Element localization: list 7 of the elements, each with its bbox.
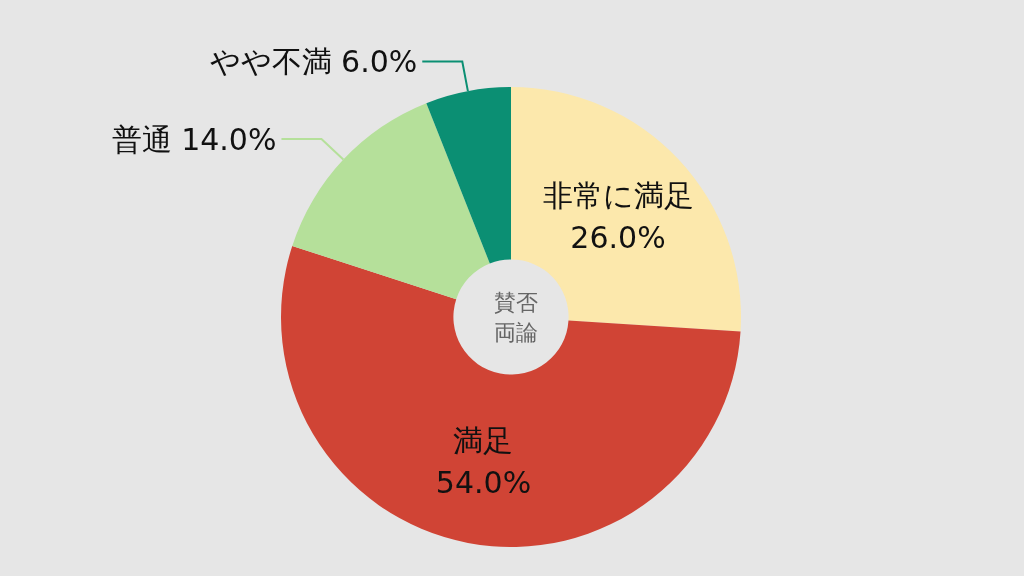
slice-label: 満足 xyxy=(453,422,514,458)
slice-label: 非常に満足 xyxy=(542,178,694,214)
data-label: 54.0% xyxy=(435,464,532,500)
text: 賛否両論 xyxy=(494,289,538,345)
slice-label: 普通 14.0% xyxy=(111,121,277,157)
slice-label: やや不満 6.0% xyxy=(209,44,418,80)
data-label: 26.0% xyxy=(570,220,666,256)
